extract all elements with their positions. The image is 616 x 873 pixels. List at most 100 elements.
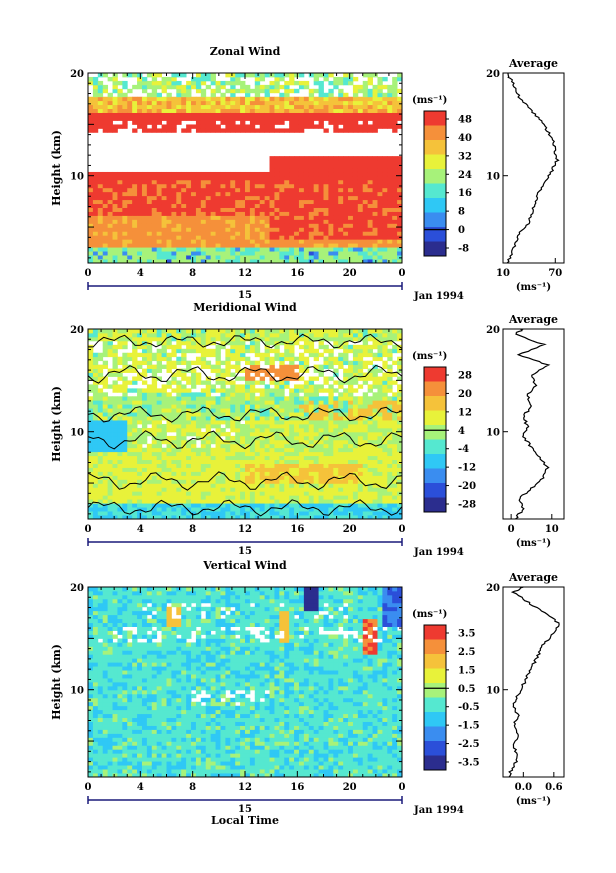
heatmap-cell [357,471,364,476]
heatmap-cell [338,259,344,264]
heatmap-cell [298,479,305,484]
heatmap-cell [117,332,123,338]
heatmap-cell [318,203,324,208]
heatmap-cell [294,124,300,129]
heatmap-cell [186,207,192,212]
heatmap-cell [338,247,344,252]
heatmap-cell [274,128,280,133]
heatmap-cell [313,168,319,173]
heatmap-cell [284,491,290,496]
heatmap-cell [245,215,251,220]
heatmap-cell [245,515,251,520]
heatmap-cell [264,336,270,342]
heatmap-cell [107,171,113,177]
heatmap-cell [102,424,109,429]
heatmap-cell [264,408,270,413]
heatmap-cell [289,388,295,393]
heatmap-cell [97,255,104,260]
heatmap-cell [303,239,310,244]
heatmap-cell [205,471,212,476]
heatmap-cell [240,408,246,413]
heatmap-cell [102,223,109,228]
heatmap-cell [161,183,167,189]
heatmap-cell [151,463,158,468]
heatmap-cell [215,495,221,500]
heatmap-cell [151,183,158,189]
heatmap-cell [205,431,212,437]
heatmap-cell [141,392,148,397]
heatmap-cell [171,396,177,401]
heatmap-cell [294,235,300,240]
heatmap-cell [254,76,261,82]
heatmap-cell [166,412,172,417]
heatmap-cell [382,191,388,197]
heatmap-cell [230,380,236,385]
heatmap-cell [303,120,310,125]
heatmap-cell [352,255,359,260]
heatmap-cell [259,439,266,445]
heatmap-cell [107,491,113,496]
heatmap-cell [146,211,153,216]
heatmap-cell [200,495,207,500]
heatmap-cell [323,459,329,464]
heatmap-cell [249,475,256,480]
heatmap-cell [186,84,192,90]
heatmap-cell [318,451,324,457]
heatmap-cell [107,332,113,338]
heatmap-cell [132,400,138,405]
heatmap-cell [102,364,109,369]
heatmap-cell [259,380,266,385]
heatmap-cell [166,215,172,220]
heatmap-cell [215,511,221,516]
heatmap-cell [357,451,364,457]
heatmap-cell [127,424,133,429]
heatmap-cell [88,128,94,133]
heatmap-cell [146,431,153,437]
heatmap-cell [151,191,158,197]
heatmap-cell [303,164,310,169]
heatmap-cell [186,447,192,453]
heatmap-cell [146,416,153,421]
heatmap-cell [151,73,158,78]
heatmap-cell [323,73,329,78]
heatmap-cell [88,471,94,476]
heatmap-cell [141,348,148,354]
heatmap-cell [357,368,364,373]
heatmap-cell [387,108,393,113]
heatmap-cell [181,108,187,113]
heatmap-cell [191,247,197,252]
heatmap-cell [132,364,138,369]
heatmap-cell [294,412,300,417]
heatmap-cell [112,420,118,425]
heatmap-cell [122,439,128,445]
heatmap-cell [156,515,162,520]
heatmap-cell [122,239,128,244]
heatmap-cell [333,235,339,240]
heatmap-cell [132,408,138,413]
heatmap-cell [191,443,197,449]
heatmap-cell [338,235,344,240]
heatmap-cell [343,400,349,405]
heatmap-cell [205,360,212,366]
heatmap-cell [269,247,275,252]
heatmap-cell [254,231,261,236]
heatmap-cell [215,491,221,496]
heatmap-cell [289,499,295,504]
heatmap-cell [215,503,221,508]
heatmap-cell [249,447,256,453]
heatmap-cell [343,96,349,102]
heatmap-cell [92,215,99,220]
heatmap-cell [127,251,133,256]
heatmap-cell [92,420,99,425]
heatmap-cell [357,231,364,236]
heatmap-cell [156,511,162,516]
heatmap-cell [156,175,162,181]
heatmap-cell [205,84,212,90]
heatmap-cell [102,215,109,220]
heatmap-cell [132,368,138,373]
heatmap-cell [274,503,280,508]
heatmap-cell [245,348,251,354]
heatmap-cell [225,451,231,457]
heatmap-cell [367,251,373,256]
heatmap-cell [107,207,113,212]
